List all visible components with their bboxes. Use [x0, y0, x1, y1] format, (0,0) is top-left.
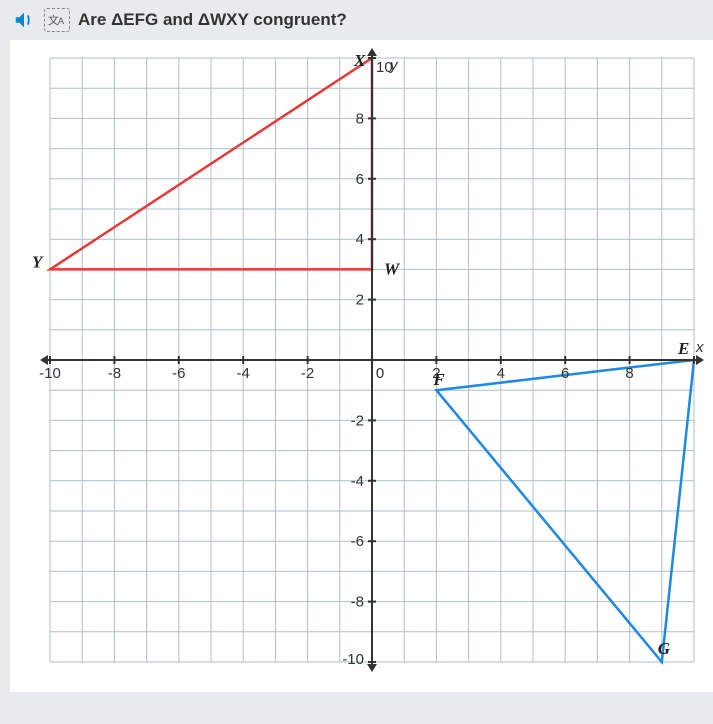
vertex-F: F — [432, 370, 445, 389]
svg-text:-8: -8 — [351, 594, 364, 611]
svg-text:2: 2 — [356, 292, 364, 309]
svg-text:-6: -6 — [351, 533, 364, 550]
svg-text:y: y — [389, 57, 399, 74]
coordinate-grid: -10-8-6-4-202468-8-6-4-2246810-10xyWXYEF… — [10, 40, 713, 692]
vertex-X: X — [353, 51, 366, 70]
speaker-icon[interactable] — [12, 8, 36, 32]
vertex-G: G — [658, 639, 671, 658]
question-text: Are ΔEFG and ΔWXY congruent? — [78, 10, 347, 30]
svg-text:4: 4 — [497, 365, 505, 382]
question-header: 文A Are ΔEFG and ΔWXY congruent? — [0, 0, 713, 40]
svg-text:6: 6 — [561, 365, 569, 382]
svg-text:-10: -10 — [342, 651, 364, 668]
svg-text:-10: -10 — [39, 365, 61, 382]
svg-text:8: 8 — [356, 110, 364, 127]
vertex-E: E — [677, 339, 689, 358]
svg-text:-2: -2 — [301, 365, 314, 382]
svg-text:6: 6 — [356, 171, 364, 188]
vertex-Y: Y — [32, 252, 44, 271]
q-prefix: Are — [78, 10, 111, 29]
grid-svg: -10-8-6-4-202468-8-6-4-2246810-10xyWXYEF… — [32, 40, 712, 680]
svg-text:x: x — [695, 339, 704, 356]
translate-icon[interactable]: 文A — [44, 8, 70, 32]
svg-text:8: 8 — [625, 365, 633, 382]
q-tri1: ΔEFG — [111, 10, 158, 29]
svg-text:-8: -8 — [108, 365, 121, 382]
svg-text:-4: -4 — [351, 473, 364, 490]
q-suffix: congruent? — [249, 10, 347, 29]
q-tri2: ΔWXY — [198, 10, 249, 29]
q-conj: and — [158, 10, 198, 29]
svg-text:-4: -4 — [237, 365, 250, 382]
svg-text:-6: -6 — [172, 365, 185, 382]
vertex-W: W — [384, 259, 401, 278]
svg-text:-2: -2 — [351, 412, 364, 429]
svg-text:0: 0 — [376, 365, 384, 382]
svg-text:4: 4 — [356, 231, 364, 248]
svg-text:A: A — [58, 16, 64, 26]
